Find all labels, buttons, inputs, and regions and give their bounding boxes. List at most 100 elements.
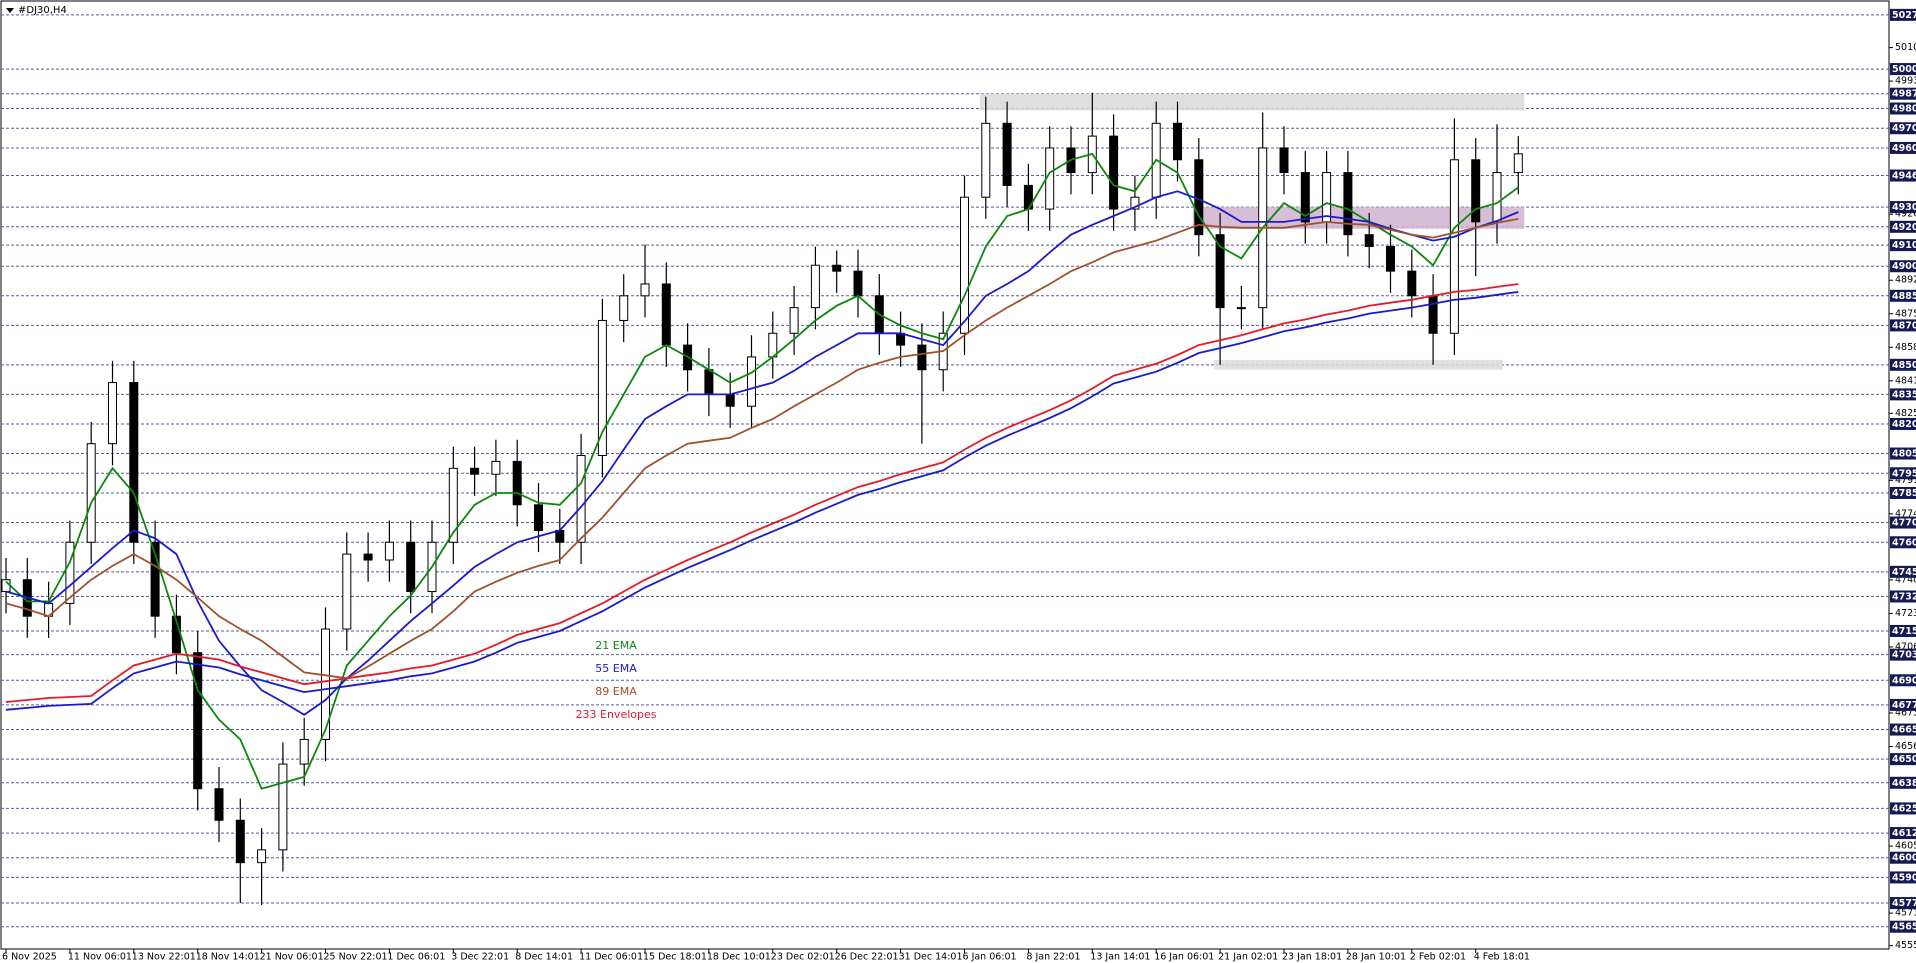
candle-body: [512, 460, 522, 506]
candle-body: [129, 382, 139, 543]
candle-body: [108, 382, 117, 445]
x-tick-label: 31 Dec 14:01: [899, 952, 963, 963]
x-tick-label: 13 Nov 22:01: [132, 952, 196, 963]
plot-frame: [0, 0, 1890, 950]
y-tick-label: 47744: [1895, 508, 1916, 519]
level-label: 49107: [1892, 240, 1916, 251]
menu-arrow[interactable]: [6, 8, 14, 13]
level-label-bg: [1890, 122, 1916, 135]
candle-body: [555, 529, 565, 543]
level-label-bg: [1890, 467, 1916, 480]
x-tick-label: 16 Jan 06:01: [1154, 952, 1214, 963]
level-label-bg: [1890, 102, 1916, 115]
level-label: 47450: [1892, 567, 1916, 578]
x-tick-label: 1 Dec 06:01: [387, 952, 445, 963]
candle-body: [384, 541, 394, 561]
level-label-bg: [1890, 447, 1916, 460]
level-label-bg: [1890, 723, 1916, 736]
candle-body: [1, 579, 11, 593]
candle-body: [257, 849, 267, 864]
x-tick-label: 23 Jan 18:01: [1282, 952, 1342, 963]
candle-body: [534, 504, 543, 531]
y-tick-label: 46734: [1895, 708, 1916, 719]
level-label: 45900: [1892, 872, 1916, 883]
x-tick-label: 6 Nov 2025: [2, 952, 57, 963]
level-label-bg: [1890, 851, 1916, 864]
candle-body: [619, 295, 629, 321]
level-label-bg: [1890, 239, 1916, 252]
level-label-bg: [1890, 358, 1916, 371]
level-label: 48200: [1892, 419, 1916, 430]
x-tick-label: 11 Dec 06:01: [579, 952, 643, 963]
y-tick-label: 49939: [1895, 76, 1916, 87]
candle-body: [363, 553, 373, 561]
candle-body: [214, 788, 224, 821]
y-tick-label: 45719: [1895, 908, 1916, 919]
level-label: 47600: [1892, 537, 1916, 548]
candle-body: [810, 264, 820, 309]
y-tick-label: 48589: [1895, 342, 1916, 353]
x-tick-label: 23 Dec 02:01: [771, 952, 835, 963]
candle-body: [299, 738, 309, 765]
candle-body: [896, 332, 906, 346]
candle-body: [1236, 307, 1246, 310]
chart-title: #DJ30,H4: [18, 5, 67, 16]
candle-body: [704, 369, 714, 395]
candle-body: [1471, 159, 1481, 223]
level-label-bg: [1890, 169, 1916, 182]
candle-body: [150, 541, 160, 617]
level-label: 49200: [1892, 222, 1916, 233]
level-label-bg: [1890, 417, 1916, 430]
candle-body: [235, 819, 245, 864]
candle-body: [193, 652, 203, 790]
y-tick-label: 47069: [1895, 641, 1916, 652]
candle-body: [981, 122, 991, 198]
y-tick-label: 46059: [1895, 841, 1916, 852]
level-label: 49600: [1892, 143, 1916, 154]
candle-body: [1386, 246, 1395, 272]
candle-body: [86, 443, 96, 543]
candle-body: [321, 628, 330, 740]
y-tick-label: 48254: [1895, 408, 1916, 419]
level-label-bg: [1890, 624, 1916, 637]
level-label: 46650: [1892, 725, 1916, 736]
candle-body: [342, 553, 352, 630]
level-label-bg: [1890, 897, 1916, 910]
level-label: 47700: [1892, 518, 1916, 529]
level-label-bg: [1890, 201, 1916, 214]
level-label: 46900: [1892, 675, 1916, 686]
candle-body: [853, 270, 863, 297]
candle-body: [65, 541, 75, 604]
candle-body: [960, 196, 969, 334]
level-label: 48050: [1892, 449, 1916, 460]
legend-label: 89 EMA: [595, 685, 637, 698]
x-tick-label: 6 Jan 06:01: [963, 952, 1017, 963]
level-label-bg: [1890, 319, 1916, 332]
legend-label: 233 Envelopes: [576, 708, 657, 721]
x-tick-label: 21 Jan 02:01: [1218, 952, 1278, 963]
level-label: 50000: [1892, 64, 1916, 75]
y-tick-label: 47409: [1895, 574, 1916, 585]
level-label-bg: [1890, 802, 1916, 815]
candle-body: [1428, 295, 1438, 334]
level-label: 46500: [1892, 754, 1916, 765]
candle-body: [1449, 159, 1459, 334]
indicator-line: [5, 218, 1519, 680]
level-label-bg: [1890, 590, 1916, 603]
level-label-bg: [1890, 565, 1916, 578]
level-label: 49000: [1892, 261, 1916, 272]
candle-body: [725, 393, 735, 407]
level-label: 49460: [1892, 171, 1916, 182]
level-label: 49700: [1892, 123, 1916, 134]
candle-body: [1322, 172, 1332, 223]
y-tick-label: 46564: [1895, 741, 1916, 752]
x-tick-label: 21 Nov 06:01: [260, 952, 324, 963]
x-tick-label: 18 Dec 10:01: [707, 952, 771, 963]
level-label: 47850: [1892, 488, 1916, 499]
level-label: 47150: [1892, 626, 1916, 637]
x-tick-label: 4 Feb 18:01: [1474, 952, 1530, 963]
level-label-bg: [1890, 536, 1916, 549]
candle-body: [1513, 153, 1523, 174]
